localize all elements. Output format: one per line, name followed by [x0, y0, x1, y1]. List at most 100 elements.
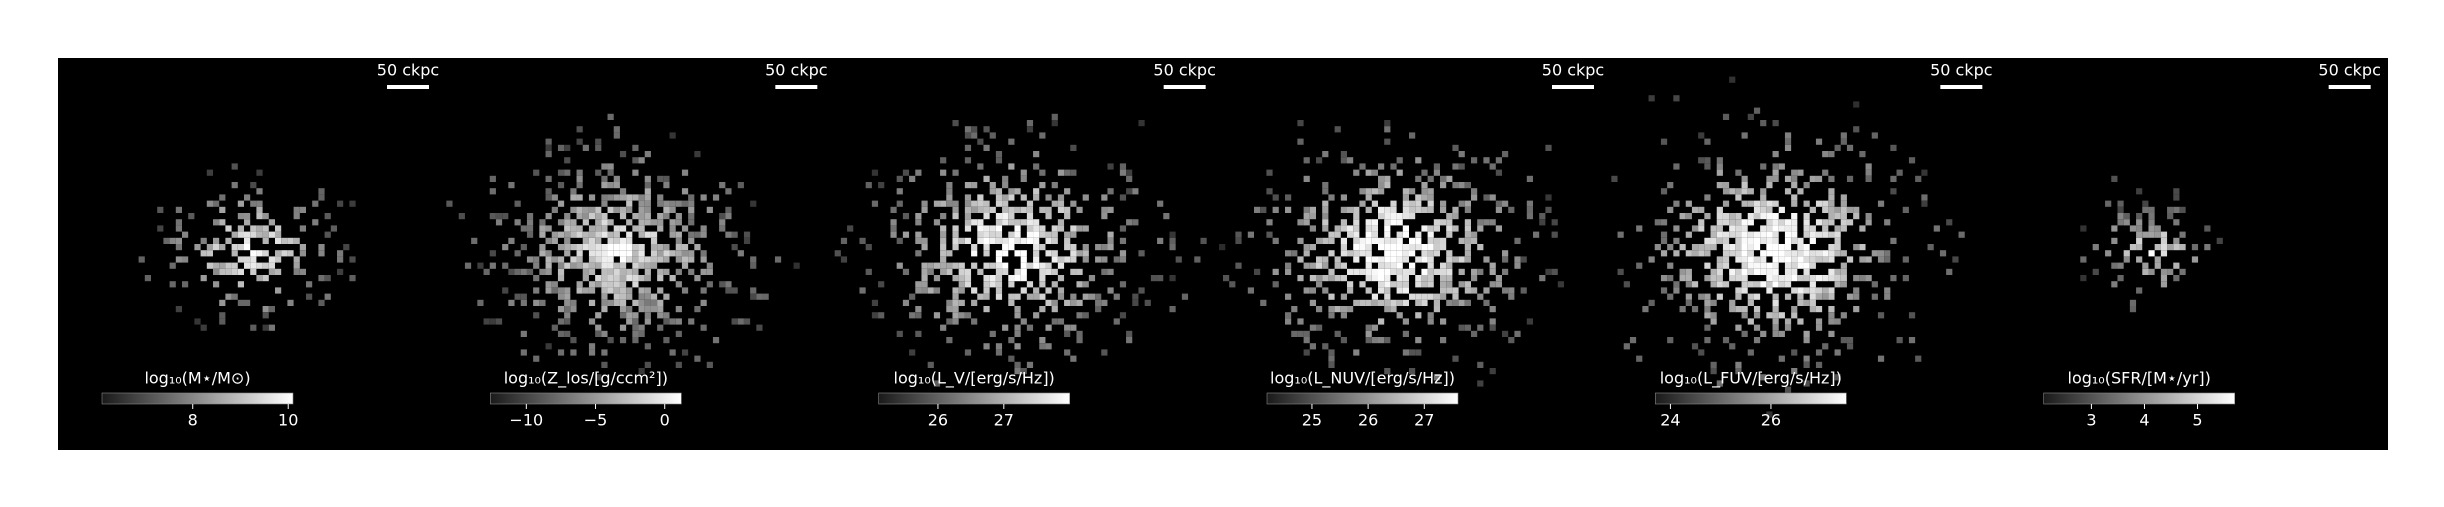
pixel — [1741, 312, 1748, 319]
pixel — [570, 256, 577, 263]
pixel — [1691, 281, 1699, 288]
pixel — [1026, 231, 1034, 238]
pixel — [1051, 182, 1058, 189]
pixel — [1753, 213, 1761, 220]
pixel — [1101, 299, 1108, 306]
pixel — [268, 268, 275, 275]
pixel — [557, 231, 565, 238]
pixel — [564, 330, 571, 337]
pixel — [1840, 219, 1847, 226]
pixel — [293, 268, 300, 275]
pixel — [915, 250, 922, 257]
pixel — [681, 250, 689, 257]
pixel — [632, 330, 639, 337]
pixel — [840, 256, 848, 263]
pixel — [1716, 206, 1723, 213]
pixel — [1884, 293, 1891, 300]
pixel — [256, 206, 263, 213]
pixel — [1396, 237, 1403, 244]
pixel — [964, 182, 972, 189]
pixel — [1840, 213, 1847, 220]
pixel — [669, 349, 676, 356]
pixel — [940, 262, 947, 269]
pixel — [1772, 237, 1779, 244]
pixel — [1371, 324, 1378, 331]
pixel — [582, 144, 589, 151]
pixel — [1545, 194, 1552, 201]
pixel — [595, 206, 602, 213]
pixel — [1126, 169, 1133, 176]
pixel — [1285, 318, 1292, 325]
pixel — [1797, 262, 1804, 269]
pixel — [256, 225, 263, 232]
pixel — [1322, 188, 1329, 195]
pixel — [706, 262, 713, 269]
pixel — [1722, 231, 1730, 238]
pixel — [896, 330, 903, 337]
pixel — [1014, 231, 1021, 238]
pixel — [1409, 250, 1416, 257]
pixel — [1020, 250, 1027, 257]
pixel — [1654, 219, 1661, 226]
pixel — [632, 244, 639, 251]
pixel — [657, 175, 664, 182]
pixel — [157, 206, 164, 213]
pixel — [1415, 337, 1422, 344]
pixel — [878, 312, 885, 319]
pixel — [1753, 268, 1761, 275]
pixel — [1772, 169, 1779, 176]
pixel — [1853, 275, 1860, 282]
pixel — [1260, 206, 1267, 213]
pixel — [175, 237, 182, 244]
pixel — [1427, 188, 1434, 195]
pixel — [1741, 132, 1748, 139]
pixel — [983, 231, 990, 238]
pixel — [1057, 287, 1065, 294]
pixel — [1026, 281, 1034, 288]
pixel — [865, 268, 872, 275]
pixel — [700, 194, 707, 201]
pixel — [1766, 281, 1773, 288]
pixel — [1815, 293, 1823, 300]
pixel — [576, 126, 583, 133]
pixel — [2148, 250, 2155, 257]
pixel — [1797, 256, 1804, 263]
pixel — [1772, 213, 1779, 220]
pixel — [1489, 262, 1496, 269]
pixel — [1471, 237, 1478, 244]
pixel — [324, 231, 331, 238]
pixel — [1396, 299, 1403, 306]
pixel — [1014, 306, 1021, 313]
pixel — [2148, 231, 2155, 238]
pixel — [293, 237, 300, 244]
pixel — [1884, 250, 1891, 257]
pixel — [557, 330, 565, 337]
pixel — [1446, 281, 1453, 288]
pixel — [576, 138, 583, 145]
pixel — [995, 157, 1003, 164]
pixel — [1784, 250, 1792, 257]
pixel — [977, 194, 984, 201]
pixel — [557, 144, 565, 151]
pixel — [1076, 225, 1083, 232]
pixel — [1365, 188, 1372, 195]
pixel — [1076, 299, 1083, 306]
pixel — [638, 244, 645, 251]
pixel — [1353, 231, 1360, 238]
pixel — [1871, 281, 1878, 288]
pixel — [250, 231, 257, 238]
pixel — [219, 262, 226, 269]
pixel — [1859, 244, 1866, 251]
pixel — [1008, 237, 1015, 244]
pixel — [1828, 275, 1835, 282]
pixel — [1809, 287, 1816, 294]
pixel — [613, 225, 620, 232]
pixel — [669, 206, 676, 213]
pixel — [1896, 337, 1903, 344]
pixel — [1169, 275, 1176, 282]
pixel — [607, 169, 614, 176]
pixel — [1297, 237, 1304, 244]
pixel — [694, 275, 701, 282]
pixel — [1834, 225, 1841, 232]
